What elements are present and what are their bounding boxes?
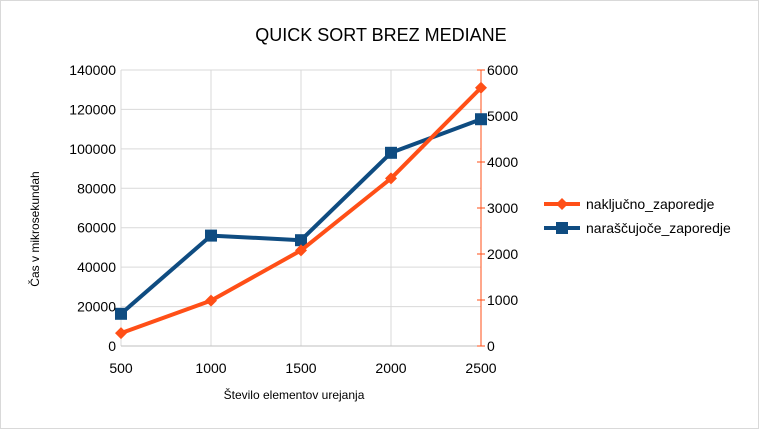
diamond-marker bbox=[205, 294, 217, 307]
x-tick-label: 500 bbox=[109, 360, 133, 376]
square-marker bbox=[205, 229, 217, 242]
y2-tick-label: 6000 bbox=[487, 62, 518, 78]
y-tick-label: 80000 bbox=[77, 180, 116, 196]
tick-labels: 0 20000 40000 60000 80000 100000 120000 140000 0… bbox=[69, 62, 518, 376]
y-tick-label: 140000 bbox=[69, 62, 116, 78]
x-tick-label: 1500 bbox=[285, 360, 316, 376]
y2-tick-label: 1000 bbox=[487, 292, 518, 308]
diamond-marker bbox=[556, 198, 568, 210]
legend-label: naraščujoče_zaporedje bbox=[586, 220, 731, 236]
legend-label: naključno_zaporedje bbox=[586, 196, 715, 212]
square-marker bbox=[385, 146, 397, 159]
axes bbox=[121, 69, 485, 347]
square-marker bbox=[115, 307, 127, 320]
y-tick-label: 20000 bbox=[77, 299, 116, 315]
y-tick-label: 40000 bbox=[77, 259, 116, 275]
x-tick-label: 1000 bbox=[195, 360, 226, 376]
x-tick-label: 2500 bbox=[465, 360, 496, 376]
y-axis-label: Čas v mikrosekundah bbox=[27, 171, 42, 286]
y2-tick-label: 5000 bbox=[487, 108, 518, 124]
square-marker bbox=[475, 113, 487, 126]
x-axis-label: Število elementov urejanja bbox=[224, 387, 365, 402]
y2-tick-label: 3000 bbox=[487, 200, 518, 216]
gridlines bbox=[120, 69, 482, 347]
series-secondary bbox=[115, 113, 487, 320]
y-tick-label: 100000 bbox=[69, 141, 116, 157]
y2-tick-label: 2000 bbox=[487, 246, 518, 262]
series-lines bbox=[115, 81, 487, 340]
legend: naključno_zaporedje naraščujoče_zaporedje bbox=[544, 196, 731, 236]
y2-tick-label: 0 bbox=[487, 338, 495, 354]
diamond-marker bbox=[385, 172, 397, 185]
diamond-marker bbox=[115, 327, 127, 340]
x-tick-label: 2000 bbox=[375, 360, 406, 376]
diamond-marker bbox=[475, 81, 487, 94]
series-primary bbox=[115, 81, 487, 340]
y-tick-label: 0 bbox=[108, 338, 116, 354]
square-marker bbox=[295, 234, 307, 247]
y-tick-label: 120000 bbox=[69, 101, 116, 117]
y2-tick-label: 4000 bbox=[487, 154, 518, 170]
y-tick-label: 60000 bbox=[77, 220, 116, 236]
square-marker bbox=[556, 222, 568, 234]
diamond-marker bbox=[295, 244, 307, 257]
chart-title: QUICK SORT BREZ MEDIANE bbox=[255, 25, 506, 45]
